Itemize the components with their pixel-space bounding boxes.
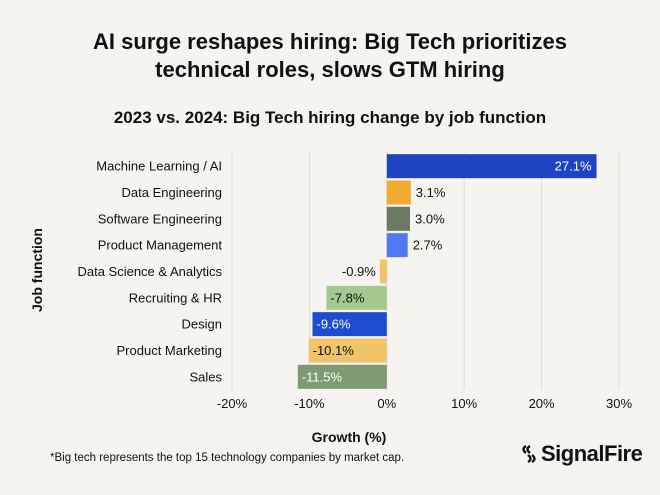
bar <box>297 364 387 389</box>
category-label: Recruiting & HR <box>129 290 222 305</box>
category-label: Data Science & Analytics <box>77 264 222 279</box>
chart-subtitle: 2023 vs. 2024: Big Tech hiring change by… <box>113 108 547 127</box>
category-label: Product Management <box>98 238 223 253</box>
bar <box>386 206 411 231</box>
data-label: -10.1% <box>313 343 355 358</box>
data-label: -9.6% <box>316 317 350 332</box>
bar <box>386 180 411 205</box>
data-label: -0.9% <box>342 264 376 279</box>
category-label: Product Marketing <box>117 343 223 358</box>
bar <box>308 338 387 363</box>
category-label: Data Engineering <box>122 185 222 200</box>
data-label: 27.1% <box>555 159 592 174</box>
logo-text: SignalFire <box>541 441 643 466</box>
title-line-1: AI surge reshapes hiring: Big Tech prior… <box>93 29 567 54</box>
data-label: -7.8% <box>330 290 364 305</box>
x-tick-label: -10% <box>294 396 325 411</box>
signalfire-logo-mark-icon <box>522 444 536 464</box>
x-tick-label: 10% <box>451 396 477 411</box>
bar <box>386 154 597 179</box>
footnote: *Big tech represents the top 15 technolo… <box>50 452 405 464</box>
x-tick-label: 20% <box>529 396 555 411</box>
chart-title: AI surge reshapes hiring: Big Tech prior… <box>0 28 660 84</box>
title-line-2: technical roles, slows GTM hiring <box>155 57 505 82</box>
category-label: Sales <box>189 369 222 384</box>
category-label: Software Engineering <box>98 211 222 226</box>
bar <box>386 233 408 258</box>
data-label: -11.5% <box>302 369 343 384</box>
x-tick-label: -20% <box>217 396 248 411</box>
x-tick-label: 0% <box>377 396 396 411</box>
data-label: 3.0% <box>415 211 445 226</box>
data-label: 2.7% <box>413 238 443 253</box>
bar <box>379 259 387 284</box>
x-axis-label: Growth (%) <box>312 429 387 445</box>
data-label: 3.1% <box>416 185 446 200</box>
bar <box>312 312 387 337</box>
category-label: Design <box>182 317 222 332</box>
bar <box>326 285 387 310</box>
category-label: Machine Learning / AI <box>96 159 222 174</box>
y-axis-label: Job function <box>29 228 45 312</box>
signalfire-logo: SignalFire <box>520 441 643 467</box>
x-tick-label: 30% <box>606 396 632 411</box>
